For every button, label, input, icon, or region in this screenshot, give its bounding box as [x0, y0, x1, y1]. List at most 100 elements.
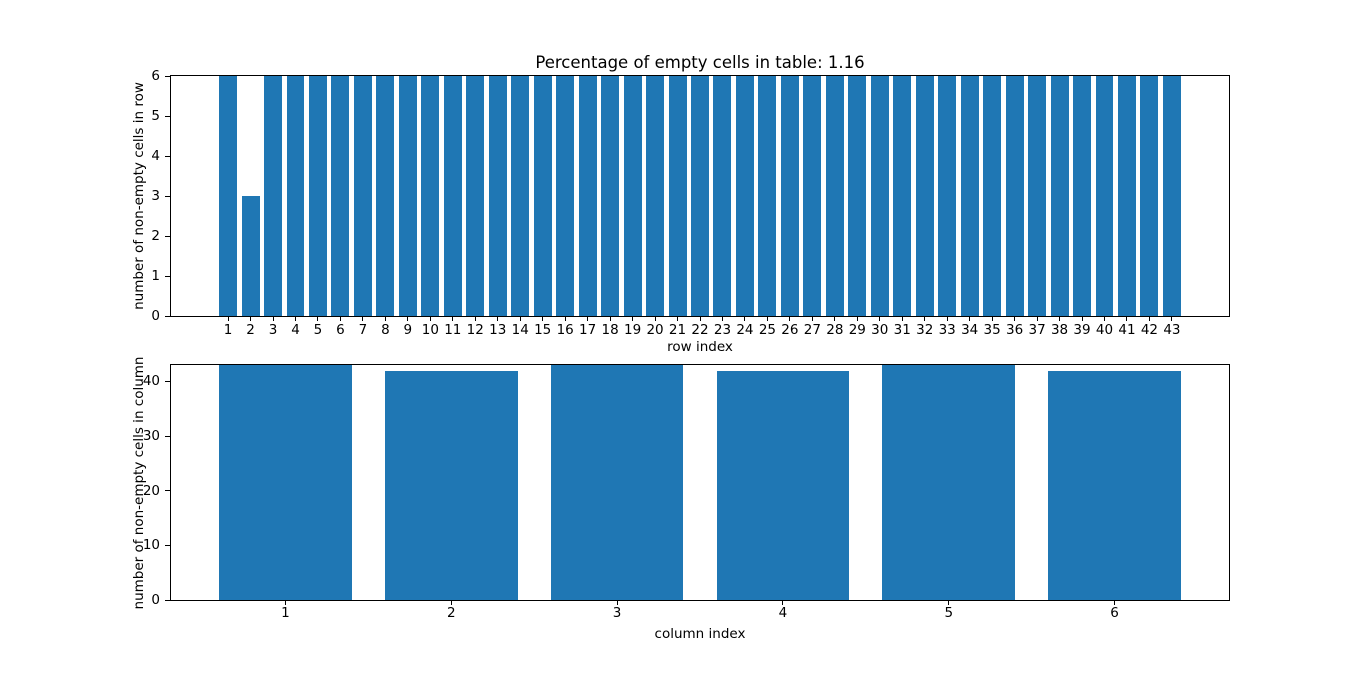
x-tick-label: 10 [421, 322, 439, 338]
row-bar [1005, 76, 1024, 316]
chart-title: Percentage of empty cells in table: 1.16 [535, 53, 865, 72]
y-tick-label: 30 [142, 428, 160, 445]
x-tick-label: 42 [1140, 322, 1159, 338]
row-bar [646, 76, 665, 316]
x-tick-label: 3 [612, 605, 622, 621]
row-bar [623, 76, 642, 316]
column-chart-plot-area [170, 364, 1230, 601]
x-tick-mark [782, 601, 784, 605]
x-tick-label: 4 [778, 605, 788, 621]
x-tick-mark [450, 601, 452, 605]
row-bar [421, 76, 440, 316]
x-tick-label: 25 [758, 322, 776, 338]
x-tick-label: 16 [556, 322, 574, 338]
row-bar [286, 76, 305, 316]
x-tick-mark [272, 317, 274, 321]
x-tick-label: 21 [668, 322, 687, 338]
x-tick-label: 3 [268, 322, 278, 338]
column-bar [882, 365, 1016, 600]
row-chart-x-axis-label: row index [667, 339, 733, 355]
x-tick-label: 6 [336, 322, 345, 338]
row-bar [308, 76, 327, 316]
x-tick-label: 11 [444, 322, 462, 338]
x-tick-label: 38 [1050, 322, 1069, 338]
x-tick-mark [879, 317, 881, 321]
y-tick-label: 1 [151, 268, 160, 284]
y-tick-label: 40 [142, 373, 160, 390]
x-tick-mark [969, 317, 971, 321]
y-tick-label: 6 [151, 68, 160, 84]
y-tick-label: 4 [151, 148, 160, 164]
row-bar [241, 196, 260, 316]
row-bar [219, 76, 238, 316]
x-tick-label: 30 [871, 322, 889, 338]
x-tick-mark [948, 601, 950, 605]
row-bar [668, 76, 687, 316]
x-tick-label: 41 [1118, 322, 1136, 338]
y-tick-label: 10 [142, 537, 160, 554]
y-tick-mark [165, 599, 170, 601]
row-chart-plot-area [170, 75, 1230, 317]
x-tick-label: 6 [1110, 605, 1119, 621]
x-tick-mark [339, 317, 341, 321]
row-bar [983, 76, 1002, 316]
x-tick-label: 14 [511, 322, 529, 338]
column-bar [550, 365, 684, 600]
x-tick-label: 2 [446, 605, 456, 621]
row-bar [938, 76, 957, 316]
y-tick-mark [165, 155, 170, 157]
x-tick-mark [1126, 317, 1128, 321]
row-bar [398, 76, 417, 316]
x-tick-label: 32 [916, 322, 934, 338]
row-bar [533, 76, 552, 316]
row-bar [353, 76, 372, 316]
x-tick-label: 15 [534, 322, 552, 338]
x-tick-label: 31 [893, 322, 911, 338]
x-tick-mark [1171, 317, 1173, 321]
x-tick-mark [407, 317, 409, 321]
row-bar [870, 76, 889, 316]
x-tick-mark [901, 317, 903, 321]
row-bar [556, 76, 575, 316]
x-tick-mark [1114, 601, 1116, 605]
x-tick-mark [946, 317, 948, 321]
x-tick-mark [856, 317, 858, 321]
y-tick-mark [165, 195, 170, 197]
x-tick-label: 9 [403, 322, 413, 338]
x-tick-label: 29 [848, 322, 866, 338]
x-tick-label: 37 [1028, 322, 1046, 338]
y-tick-mark [165, 315, 170, 317]
row-bar [601, 76, 620, 316]
row-bar [1162, 76, 1181, 316]
row-bar [1050, 76, 1069, 316]
x-tick-label: 5 [944, 605, 954, 621]
row-bar [803, 76, 822, 316]
row-bar [443, 76, 462, 316]
x-tick-mark [587, 317, 589, 321]
x-tick-label: 18 [601, 322, 619, 338]
x-tick-mark [744, 317, 746, 321]
x-tick-mark [1148, 317, 1150, 321]
x-tick-mark [474, 317, 476, 321]
x-tick-label: 20 [646, 322, 664, 338]
x-tick-label: 33 [938, 322, 956, 338]
x-tick-label: 17 [579, 322, 597, 338]
x-tick-mark [609, 317, 611, 321]
x-tick-label: 1 [223, 322, 233, 338]
row-bar [578, 76, 597, 316]
y-tick-mark [165, 490, 170, 492]
x-tick-mark [384, 317, 386, 321]
x-tick-mark [519, 317, 521, 321]
y-tick-mark [165, 380, 170, 382]
row-bar [264, 76, 282, 316]
x-tick-mark [250, 317, 252, 321]
y-tick-label: 5 [151, 108, 160, 124]
x-tick-mark [1081, 317, 1083, 321]
x-tick-mark [497, 317, 499, 321]
row-bar [735, 76, 754, 316]
column-bar [1048, 370, 1181, 600]
x-tick-label: 12 [466, 322, 484, 338]
row-bar [848, 76, 867, 316]
x-tick-mark [284, 601, 286, 605]
